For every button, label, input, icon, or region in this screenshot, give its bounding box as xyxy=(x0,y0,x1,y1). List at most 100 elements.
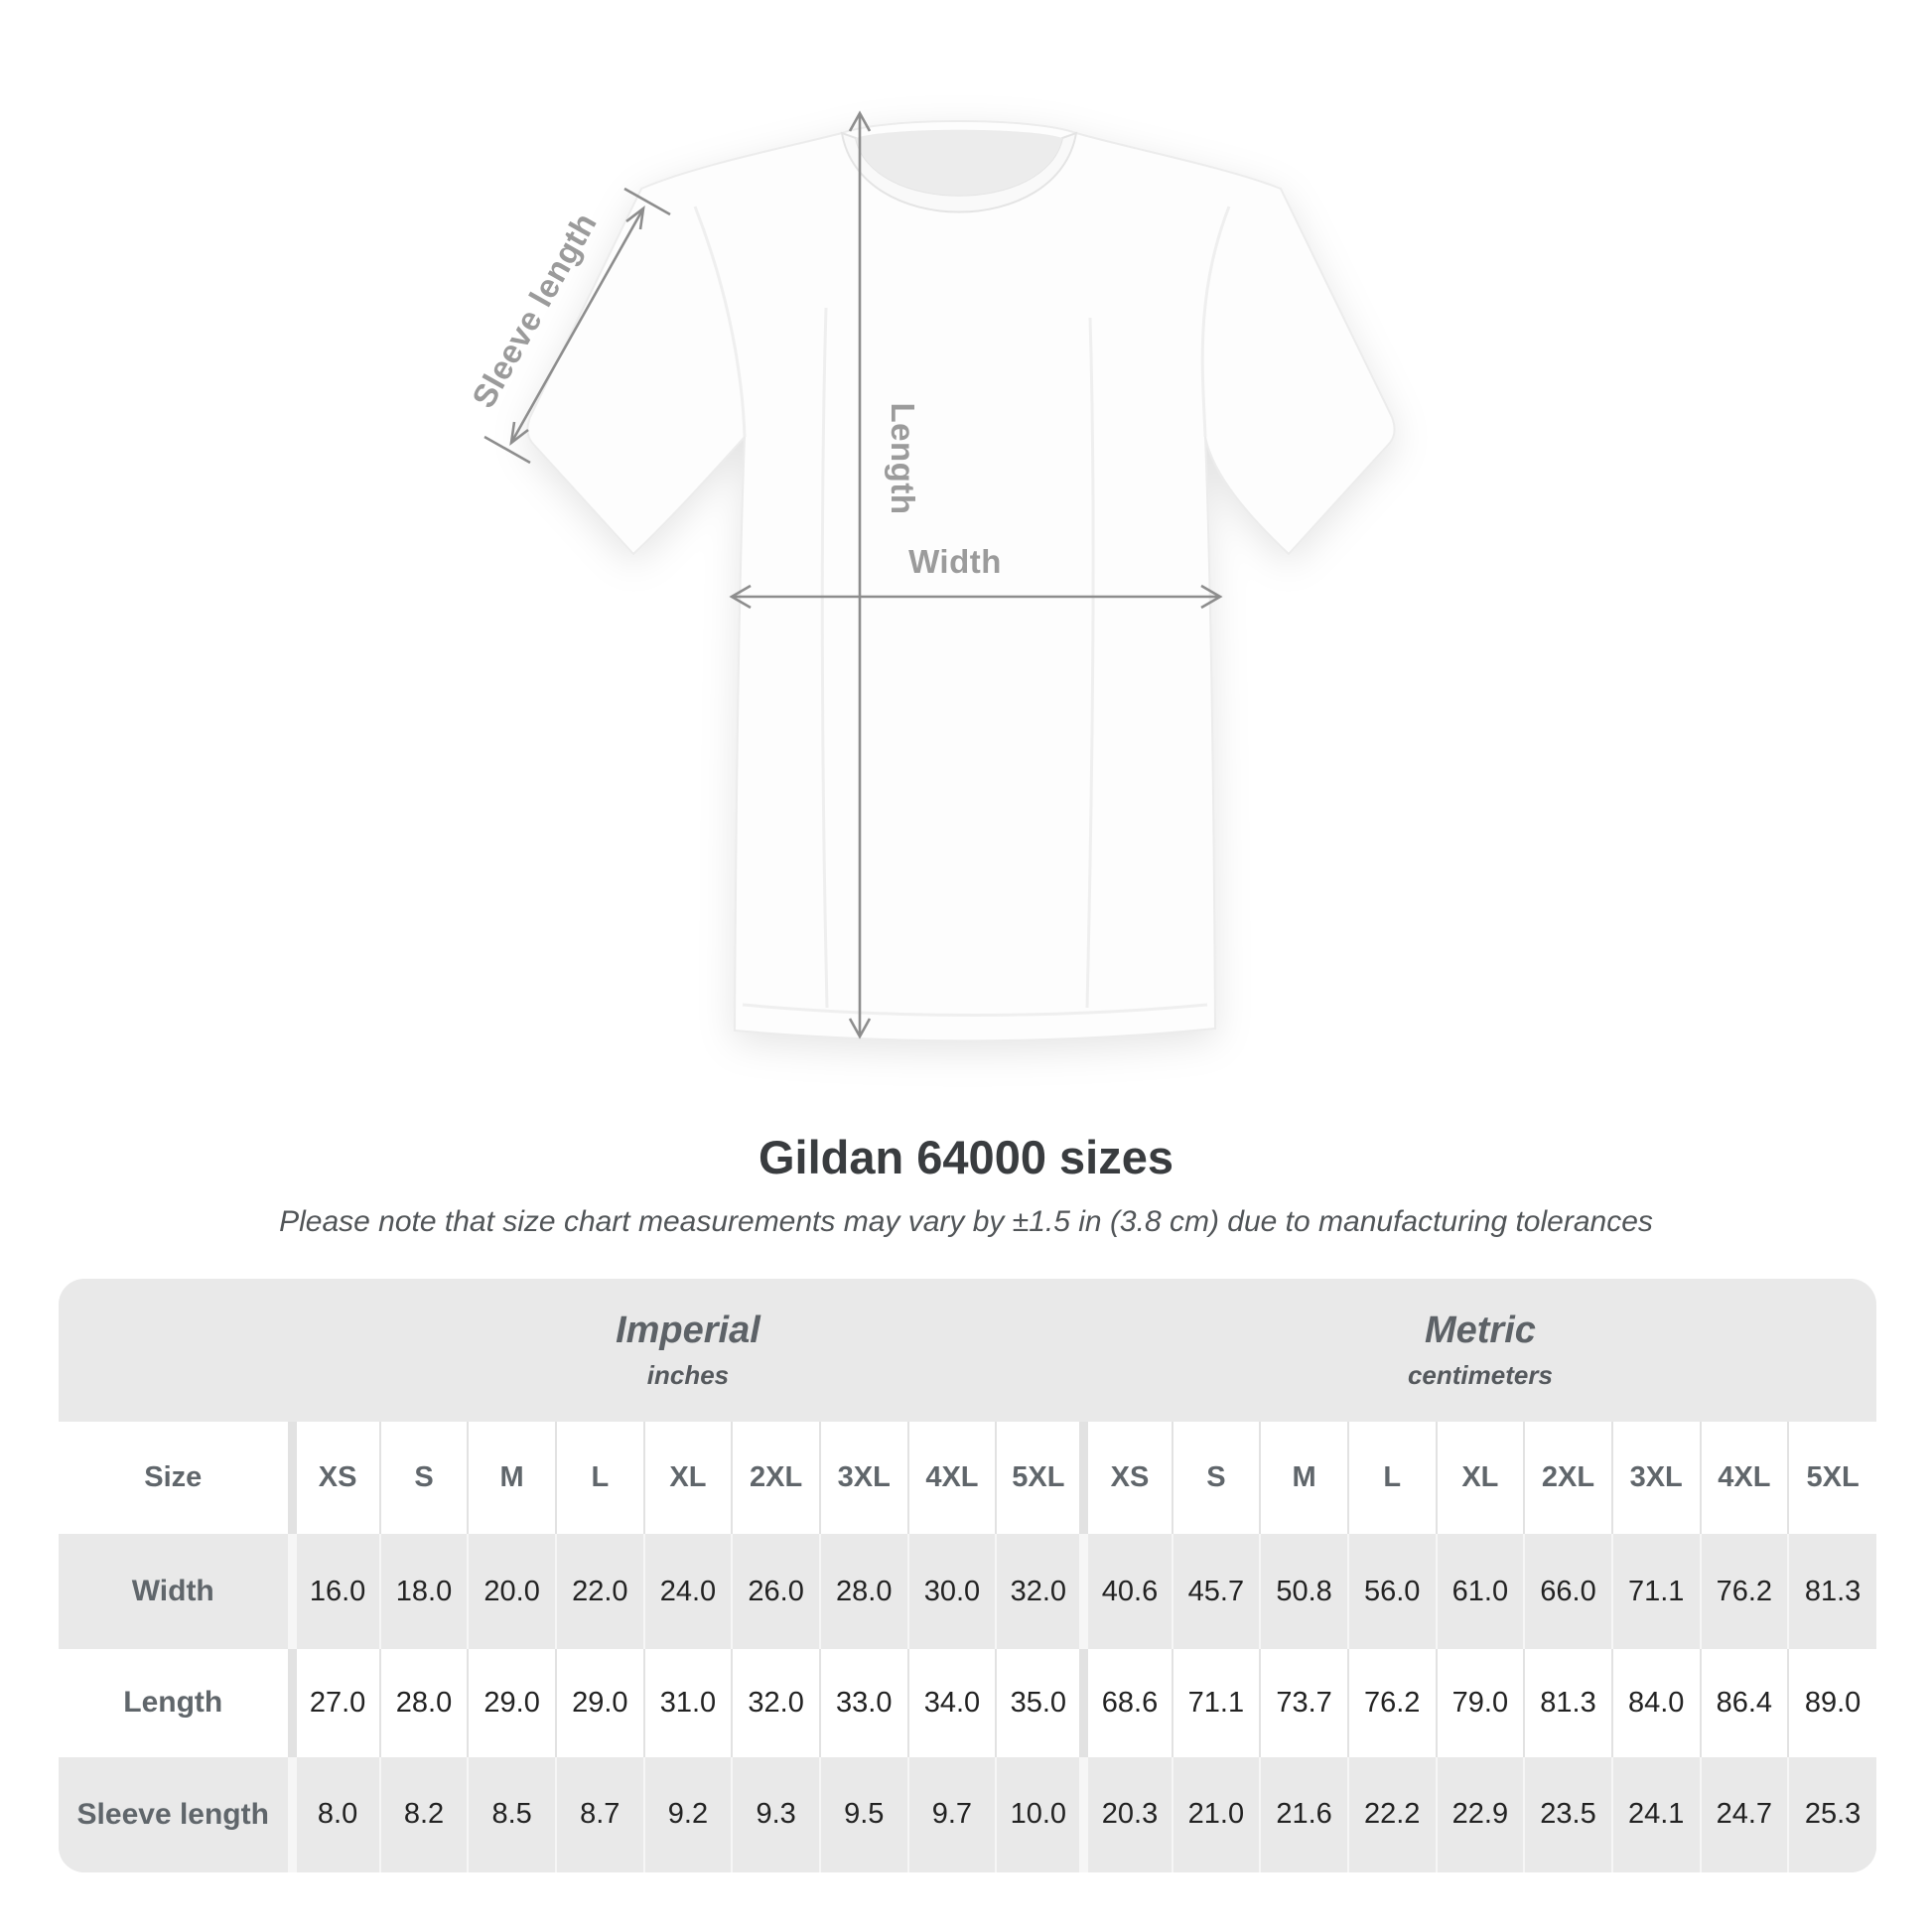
imperial-unit-label: inches xyxy=(646,1360,730,1390)
value-cell: 20.0 xyxy=(467,1534,556,1650)
value-cell: 20.3 xyxy=(1079,1756,1173,1872)
value-cell: 45.7 xyxy=(1171,1534,1261,1650)
value-cell: 30.0 xyxy=(906,1534,997,1650)
size-col-header-metric-2xl: 2XL xyxy=(1523,1422,1612,1534)
size-col-header-imperial-4xl: 4XL xyxy=(906,1422,997,1534)
value-cell: 22.0 xyxy=(554,1534,644,1650)
imperial-label: Imperial xyxy=(616,1310,760,1351)
value-cell: 8.2 xyxy=(378,1756,469,1872)
value-cell: 24.1 xyxy=(1610,1756,1701,1872)
value-cell: 23.5 xyxy=(1523,1756,1612,1872)
value-cell: 8.7 xyxy=(554,1756,644,1872)
value-cell: 10.0 xyxy=(995,1756,1084,1872)
value-cell: 26.0 xyxy=(731,1534,820,1650)
value-cell: 34.0 xyxy=(906,1649,997,1757)
value-cell: 9.5 xyxy=(818,1756,908,1872)
value-cell: 66.0 xyxy=(1523,1534,1612,1650)
value-cell: 86.4 xyxy=(1699,1649,1789,1757)
size-col-header-imperial-s: S xyxy=(378,1422,469,1534)
value-cell: 32.0 xyxy=(995,1534,1084,1650)
value-cell: 71.1 xyxy=(1171,1649,1261,1757)
value-cell: 21.0 xyxy=(1171,1756,1261,1872)
value-cell: 89.0 xyxy=(1787,1649,1876,1757)
value-cell: 9.2 xyxy=(642,1756,733,1872)
value-cell: 81.3 xyxy=(1787,1534,1876,1650)
value-cell: 28.0 xyxy=(818,1534,908,1650)
size-col-header-imperial-xl: XL xyxy=(642,1422,733,1534)
value-cell: 33.0 xyxy=(818,1649,908,1757)
size-col-header-metric-4xl: 4XL xyxy=(1699,1422,1789,1534)
measurement-row-width: Width 16.0 18.0 20.0 22.0 24.0 26.0 28.0 30.0 32.… xyxy=(59,1534,1876,1650)
value-cell: 8.5 xyxy=(467,1756,556,1872)
size-col-header-metric-l: L xyxy=(1346,1422,1437,1534)
size-col-header-metric-xl: XL xyxy=(1435,1422,1525,1534)
size-col-header-metric-m: M xyxy=(1259,1422,1348,1534)
value-cell: 68.6 xyxy=(1079,1649,1173,1757)
value-cell: 21.6 xyxy=(1259,1756,1348,1872)
value-cell: 22.2 xyxy=(1346,1756,1437,1872)
value-cell: 27.0 xyxy=(287,1649,380,1757)
value-cell: 76.2 xyxy=(1699,1534,1789,1650)
size-col-header-imperial-5xl: 5XL xyxy=(995,1422,1084,1534)
value-cell: 28.0 xyxy=(378,1649,469,1757)
measurement-row-sleeve-length: Sleeve length 8.0 8.2 8.5 8.7 9.2 9.3 9.5 9.7 10.… xyxy=(59,1756,1876,1872)
length-label: Length xyxy=(885,403,921,515)
size-table-card: Imperial inches Metric centimeters Size … xyxy=(59,1279,1876,1872)
sleeve-dimension-arrow xyxy=(483,187,671,465)
metric-unit-label: centimeters xyxy=(1407,1360,1553,1390)
value-cell: 73.7 xyxy=(1259,1649,1348,1757)
value-cell: 76.2 xyxy=(1346,1649,1437,1757)
imperial-group-header: Imperial inches xyxy=(292,1279,1084,1422)
value-cell: 25.3 xyxy=(1787,1756,1876,1872)
value-cell: 31.0 xyxy=(642,1649,733,1757)
size-col-header-imperial-3xl: 3XL xyxy=(818,1422,908,1534)
size-header-row: Size XS S M L XL 2XL 3XL 4XL 5XL XS S M L XL 2XL 3XL 4XL… xyxy=(59,1422,1876,1534)
value-cell: 24.0 xyxy=(642,1534,733,1650)
value-cell: 32.0 xyxy=(731,1649,820,1757)
row-label: Width xyxy=(131,1575,214,1607)
size-col-header-imperial-2xl: 2XL xyxy=(731,1422,820,1534)
tshirt-measurement-diagram: Sleeve length Length Width xyxy=(465,110,1396,1042)
value-cell: 29.0 xyxy=(467,1649,556,1757)
value-cell: 29.0 xyxy=(554,1649,644,1757)
row-label: Length xyxy=(123,1686,223,1720)
measurement-row-length: Length 27.0 28.0 29.0 29.0 31.0 32.0 33.0 34.0 35… xyxy=(59,1649,1876,1757)
value-cell: 35.0 xyxy=(995,1649,1084,1757)
value-cell: 8.0 xyxy=(287,1756,380,1872)
width-label: Width xyxy=(908,543,1002,580)
value-cell: 84.0 xyxy=(1610,1649,1701,1757)
value-cell: 50.8 xyxy=(1259,1534,1348,1650)
tolerance-note: Please note that size chart measurements… xyxy=(279,1205,1653,1238)
size-col-header-metric-s: S xyxy=(1171,1422,1261,1534)
corner-spacer xyxy=(59,1279,292,1422)
value-cell: 18.0 xyxy=(378,1534,469,1650)
width-dimension-arrow xyxy=(729,584,1223,610)
value-cell: 22.9 xyxy=(1435,1756,1525,1872)
size-corner-header: Size xyxy=(144,1461,203,1493)
size-col-header-metric-xs: XS xyxy=(1079,1422,1173,1534)
value-cell: 24.7 xyxy=(1699,1756,1789,1872)
size-col-header-metric-3xl: 3XL xyxy=(1610,1422,1701,1534)
row-label: Sleeve length xyxy=(76,1797,269,1831)
page-title: Gildan 64000 sizes xyxy=(758,1131,1174,1183)
length-dimension-line xyxy=(848,110,872,1039)
metric-label: Metric xyxy=(1424,1310,1536,1351)
metric-group-header: Metric centimeters xyxy=(1084,1279,1876,1422)
size-col-header-metric-5xl: 5XL xyxy=(1787,1422,1876,1534)
value-cell: 16.0 xyxy=(287,1534,380,1650)
value-cell: 56.0 xyxy=(1346,1534,1437,1650)
tshirt-graphic xyxy=(526,120,1396,1042)
size-col-header-imperial-m: M xyxy=(467,1422,556,1534)
value-cell: 81.3 xyxy=(1523,1649,1612,1757)
value-cell: 61.0 xyxy=(1435,1534,1525,1650)
value-cell: 9.3 xyxy=(731,1756,820,1872)
unit-group-row: Imperial inches Metric centimeters xyxy=(59,1279,1876,1422)
size-col-header-imperial-xs: XS xyxy=(287,1422,380,1534)
size-table: Imperial inches Metric centimeters Size … xyxy=(59,1279,1876,1872)
value-cell: 71.1 xyxy=(1610,1534,1701,1650)
value-cell: 9.7 xyxy=(906,1756,997,1872)
value-cell: 79.0 xyxy=(1435,1649,1525,1757)
size-col-header-imperial-l: L xyxy=(554,1422,644,1534)
value-cell: 40.6 xyxy=(1079,1534,1173,1650)
